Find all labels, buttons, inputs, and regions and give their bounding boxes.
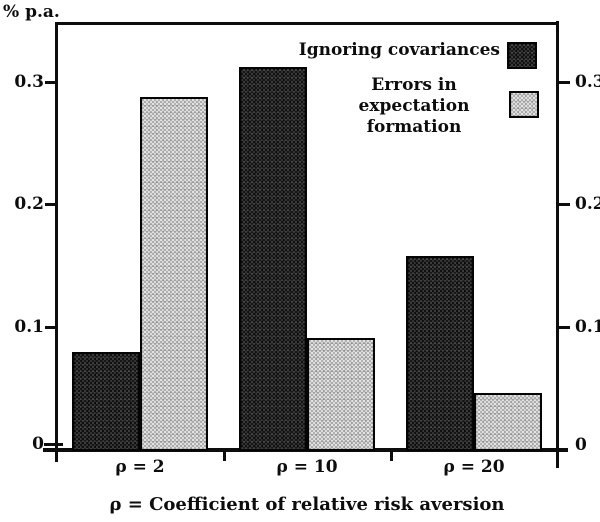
x-axis-tick (390, 448, 393, 461)
axis-line-top (55, 22, 559, 25)
y-tick-label-left-0: 0 (32, 434, 44, 454)
bar-errors-in-expectation-formation-category-3 (474, 393, 542, 451)
x-tick-label-2: ρ = 10 (276, 457, 338, 477)
y-tick-label-left-0.2: 0.2 (14, 194, 44, 214)
bar-ignoring-covariances-category-3 (406, 256, 474, 451)
y-axis-title: % p.a. (3, 2, 60, 22)
axis-line-left (55, 22, 58, 462)
x-tick-label-1: ρ = 2 (115, 457, 165, 477)
legend-swatch-light-icon (509, 91, 539, 118)
legend-label-errors-in-expectation: Errors in expectation formation (358, 75, 470, 137)
x-axis-tick (223, 448, 226, 461)
legend-swatch-dark-icon (507, 42, 537, 69)
y-axis-tick-left (45, 326, 56, 329)
bar-ignoring-covariances-category-2 (239, 67, 307, 451)
y-axis-tick-right (559, 326, 570, 329)
y-axis-tick-left (45, 81, 56, 84)
y-tick-label-right-0.1: 0.1 (575, 317, 600, 337)
y-tick-label-left-0.3: 0.3 (14, 72, 44, 92)
y-tick-label-right-0.2: 0.2 (575, 194, 600, 214)
bar-errors-in-expectation-formation-category-1 (140, 97, 208, 451)
y-tick-label-right-0.3: 0.3 (575, 72, 600, 92)
bar-ignoring-covariances-category-1 (72, 352, 140, 451)
axis-line-right (556, 21, 559, 468)
x-tick-label-3: ρ = 20 (443, 457, 505, 477)
y-tick-label-left-0.1: 0.1 (14, 317, 44, 337)
legend-label-ignoring-covariances: Ignoring covariances (298, 40, 500, 60)
y-axis-tick-right (559, 81, 570, 84)
y-axis-tick-left-zero (44, 443, 63, 446)
x-axis-caption: ρ = Coefficient of relative risk aversio… (109, 494, 505, 515)
y-axis-tick-right (559, 203, 570, 206)
y-tick-label-right-0: 0 (575, 435, 587, 455)
bar-errors-in-expectation-formation-category-2 (307, 338, 375, 451)
y-axis-tick-left (45, 203, 56, 206)
